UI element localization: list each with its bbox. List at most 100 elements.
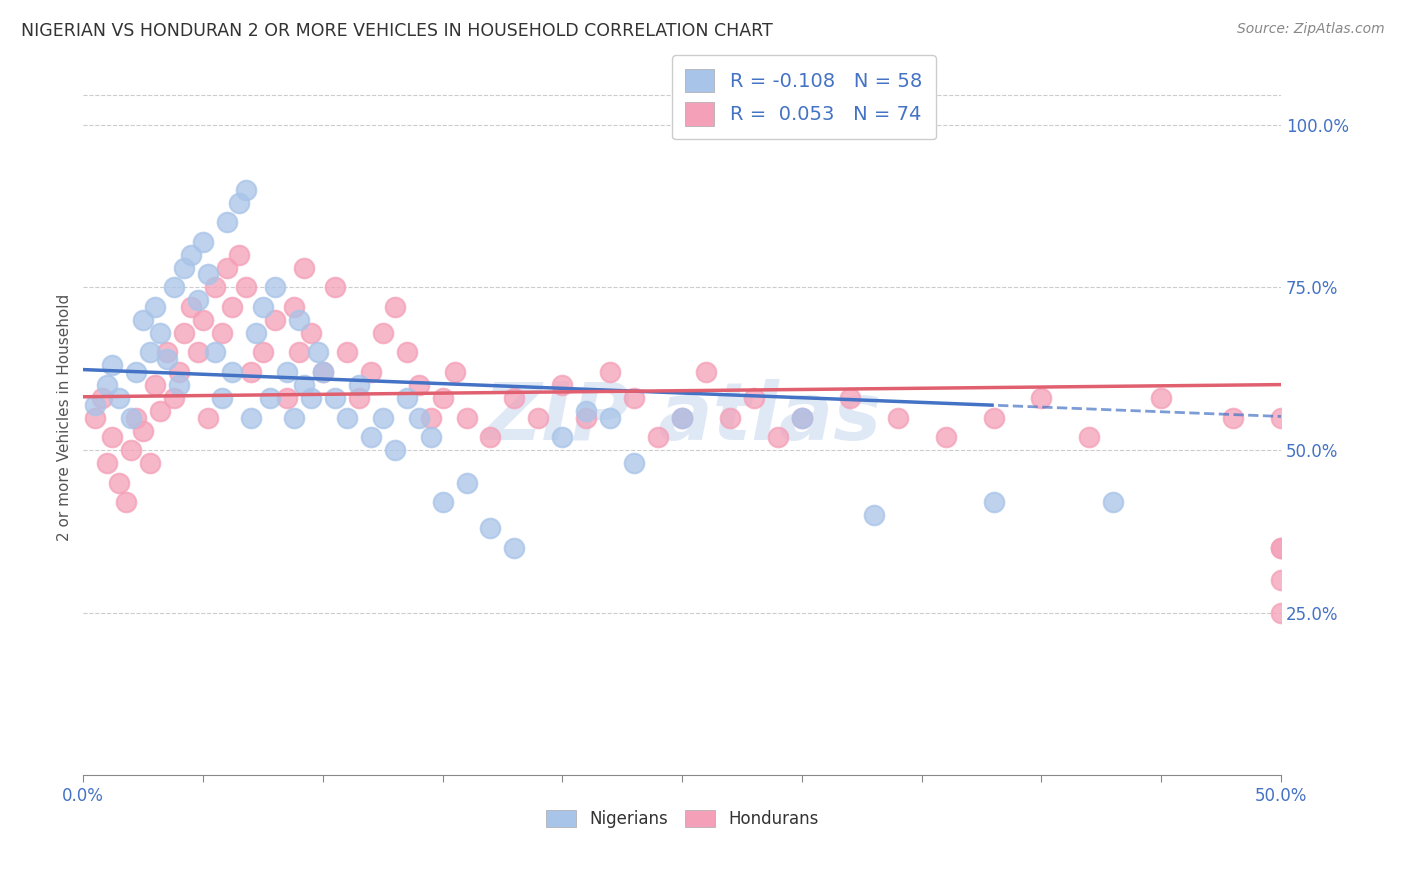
- Point: [838, 391, 860, 405]
- Point: [288, 345, 311, 359]
- Point: [108, 475, 131, 490]
- Point: [204, 345, 226, 359]
- Point: [599, 365, 621, 379]
- Point: [259, 391, 281, 405]
- Point: [167, 365, 190, 379]
- Point: [384, 300, 406, 314]
- Point: [149, 326, 172, 340]
- Text: ZIP atlas: ZIP atlas: [484, 378, 882, 457]
- Point: [695, 365, 717, 379]
- Point: [1270, 606, 1292, 620]
- Point: [395, 391, 418, 405]
- Point: [371, 326, 394, 340]
- Point: [790, 410, 813, 425]
- Point: [323, 391, 346, 405]
- Point: [299, 326, 322, 340]
- Point: [167, 378, 190, 392]
- Point: [292, 260, 315, 275]
- Point: [120, 443, 142, 458]
- Point: [173, 260, 195, 275]
- Point: [264, 280, 287, 294]
- Point: [456, 475, 478, 490]
- Point: [1102, 495, 1125, 509]
- Point: [599, 410, 621, 425]
- Point: [221, 365, 243, 379]
- Point: [215, 215, 238, 229]
- Point: [862, 508, 884, 523]
- Point: [197, 410, 219, 425]
- Point: [245, 326, 267, 340]
- Point: [84, 398, 107, 412]
- Point: [1222, 410, 1244, 425]
- Point: [187, 345, 209, 359]
- Point: [96, 378, 118, 392]
- Point: [101, 359, 124, 373]
- Point: [456, 410, 478, 425]
- Point: [742, 391, 765, 405]
- Point: [252, 300, 274, 314]
- Point: [132, 313, 155, 327]
- Point: [347, 378, 370, 392]
- Point: [443, 365, 465, 379]
- Point: [180, 300, 202, 314]
- Point: [239, 410, 262, 425]
- Point: [479, 521, 502, 535]
- Point: [408, 410, 430, 425]
- Point: [419, 410, 441, 425]
- Point: [156, 345, 179, 359]
- Point: [718, 410, 741, 425]
- Point: [204, 280, 226, 294]
- Point: [503, 391, 526, 405]
- Point: [283, 410, 305, 425]
- Point: [163, 280, 186, 294]
- Point: [125, 365, 148, 379]
- Point: [211, 326, 233, 340]
- Point: [371, 410, 394, 425]
- Point: [384, 443, 406, 458]
- Point: [1078, 430, 1101, 444]
- Point: [395, 345, 418, 359]
- Point: [91, 391, 114, 405]
- Point: [1270, 541, 1292, 555]
- Point: [671, 410, 693, 425]
- Point: [527, 410, 550, 425]
- Point: [283, 300, 305, 314]
- Point: [766, 430, 789, 444]
- Point: [432, 391, 454, 405]
- Point: [1031, 391, 1053, 405]
- Point: [1150, 391, 1173, 405]
- Point: [551, 430, 574, 444]
- Point: [228, 195, 250, 210]
- Point: [173, 326, 195, 340]
- Point: [360, 430, 382, 444]
- Y-axis label: 2 or more Vehicles in Household: 2 or more Vehicles in Household: [58, 294, 72, 541]
- Point: [125, 410, 148, 425]
- Point: [623, 456, 645, 470]
- Point: [323, 280, 346, 294]
- Point: [623, 391, 645, 405]
- Point: [432, 495, 454, 509]
- Point: [215, 260, 238, 275]
- Point: [299, 391, 322, 405]
- Point: [886, 410, 908, 425]
- Point: [143, 300, 166, 314]
- Point: [307, 345, 329, 359]
- Point: [479, 430, 502, 444]
- Point: [84, 410, 107, 425]
- Point: [235, 280, 257, 294]
- Point: [163, 391, 186, 405]
- Point: [983, 410, 1005, 425]
- Point: [239, 365, 262, 379]
- Point: [408, 378, 430, 392]
- Point: [647, 430, 669, 444]
- Point: [115, 495, 138, 509]
- Point: [120, 410, 142, 425]
- Text: NIGERIAN VS HONDURAN 2 OR MORE VEHICLES IN HOUSEHOLD CORRELATION CHART: NIGERIAN VS HONDURAN 2 OR MORE VEHICLES …: [21, 22, 773, 40]
- Point: [419, 430, 441, 444]
- Point: [264, 313, 287, 327]
- Point: [149, 404, 172, 418]
- Point: [336, 345, 359, 359]
- Point: [235, 183, 257, 197]
- Point: [292, 378, 315, 392]
- Point: [503, 541, 526, 555]
